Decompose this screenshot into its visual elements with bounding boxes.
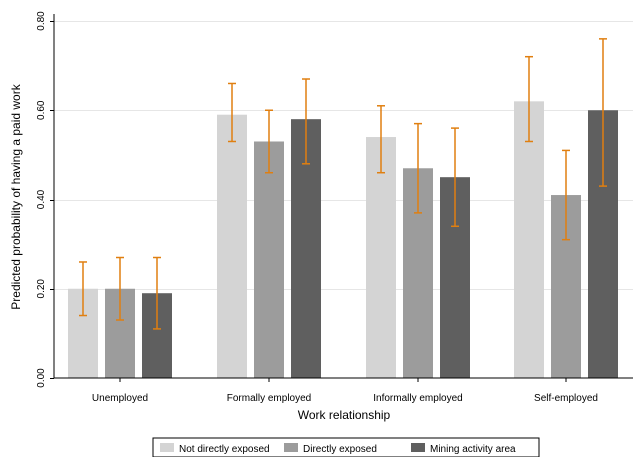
grid-lines [54, 21, 633, 290]
y-ticks: 0.00 0.20 0.40 0.60 0.80 [36, 11, 54, 388]
x-tick-label: Self-employed [534, 393, 598, 404]
y-axis-title: Predicted probability of having a paid w… [9, 83, 23, 309]
x-tick-label: Formally employed [227, 393, 311, 404]
y-tick-label: 0.80 [36, 11, 47, 31]
legend: Not directly exposed Directly exposed Mini… [152, 437, 540, 457]
legend-label: Directly exposed [303, 444, 377, 455]
legend-label: Mining activity area [430, 444, 516, 455]
y-tick-label: 0.00 [36, 368, 47, 388]
bar [366, 137, 396, 378]
y-tick-label: 0.40 [36, 189, 47, 209]
legend-box [152, 437, 540, 457]
error-bars [79, 38, 607, 330]
bars [68, 101, 618, 379]
x-tick-label: Informally employed [373, 393, 462, 404]
x-tick-label: Unemployed [92, 393, 148, 404]
y-tick-label: 0.20 [36, 279, 47, 299]
y-tick-label: 0.60 [36, 100, 47, 120]
bar [254, 141, 284, 378]
legend-swatch [160, 443, 174, 452]
x-ticks: Unemployed Formally employed Informally em… [92, 378, 598, 404]
legend-swatch [284, 443, 298, 452]
axes [53, 14, 633, 379]
legend-swatch [411, 443, 425, 452]
bar [514, 101, 544, 378]
bar [217, 114, 247, 379]
legend-label: Not directly exposed [179, 444, 270, 455]
x-axis-title: Work relationship [298, 408, 391, 422]
